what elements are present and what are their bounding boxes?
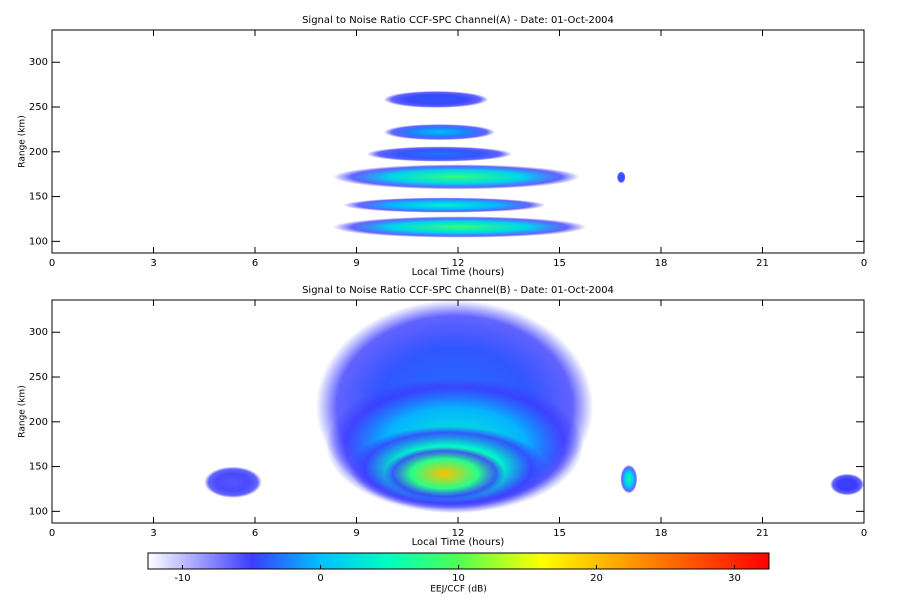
x-tick-label: 21	[756, 528, 769, 539]
chart-title: Signal to Noise Ratio CCF-SPC Channel(A)…	[302, 15, 614, 26]
y-tick-label: 250	[29, 372, 48, 383]
snr-region	[383, 90, 489, 108]
colorbar-tick-label: -10	[174, 573, 190, 584]
snr-region	[617, 171, 626, 184]
snr-region	[830, 473, 864, 496]
snr-region	[342, 197, 546, 213]
y-tick-label: 100	[29, 506, 48, 517]
y-tick-label: 150	[29, 192, 48, 203]
x-tick-label: 9	[353, 528, 359, 539]
x-tick-label: 18	[655, 528, 668, 539]
y-tick-label: 250	[29, 102, 48, 113]
snr-region	[366, 146, 513, 162]
colorbar-tick-label: 20	[590, 573, 603, 584]
x-tick-label: 6	[252, 528, 258, 539]
x-tick-label: 21	[756, 258, 769, 269]
x-tick-label: 3	[150, 528, 156, 539]
x-tick-label: 12	[452, 528, 465, 539]
x-tick-label: 3	[150, 258, 156, 269]
y-axis-label: Range (km)	[18, 115, 28, 167]
heatmap	[204, 300, 864, 514]
chart-title: Signal to Noise Ratio CCF-SPC Channel(B)…	[302, 285, 614, 296]
colorbar-label: EEJ/CCF (dB)	[430, 585, 487, 595]
snr-region	[332, 216, 587, 238]
snr-region	[620, 464, 638, 494]
y-tick-label: 300	[29, 57, 48, 68]
colorbar-tick-label: 30	[728, 573, 741, 584]
y-axis-label: Range (km)	[18, 385, 28, 437]
y-tick-label: 100	[29, 236, 48, 247]
x-tick-label: 12	[452, 258, 465, 269]
x-tick-label: 15	[553, 258, 566, 269]
snr-region	[332, 164, 580, 190]
snr-region	[383, 446, 506, 501]
x-axis-label: Local Time (hours)	[412, 537, 505, 548]
x-tick-label: 15	[553, 528, 566, 539]
y-tick-label: 200	[29, 147, 48, 158]
heatmap	[332, 90, 626, 238]
snr-region	[383, 124, 496, 141]
x-axis-label: Local Time (hours)	[412, 267, 505, 278]
x-tick-label: 6	[252, 258, 258, 269]
y-tick-label: 300	[29, 327, 48, 338]
colorbar-tick-label: 10	[452, 573, 465, 584]
y-tick-label: 150	[29, 462, 48, 473]
x-tick-label: 9	[353, 258, 359, 269]
x-tick-label: 0	[49, 258, 55, 269]
x-tick-label: 0	[861, 528, 867, 539]
x-tick-label: 18	[655, 258, 668, 269]
snr-region	[204, 466, 262, 498]
y-tick-label: 200	[29, 417, 48, 428]
colorbar-tick-label: 0	[317, 573, 323, 584]
x-tick-label: 0	[49, 528, 55, 539]
x-tick-label: 0	[861, 258, 867, 269]
